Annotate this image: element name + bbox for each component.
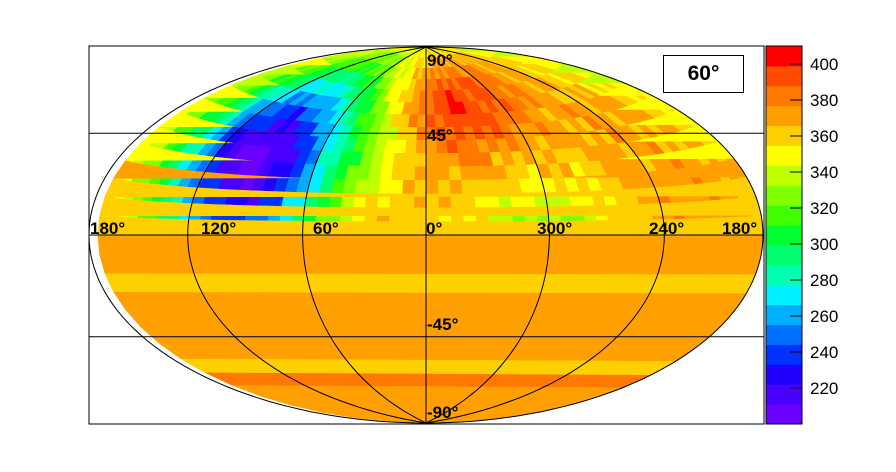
- colorbar-swatch: [766, 304, 802, 326]
- longitude-label: 180°: [90, 219, 125, 238]
- heatmap-cell: [425, 78, 433, 91]
- heatmap-cell: [425, 89, 434, 103]
- colorbar-tick-label: 320: [810, 199, 838, 218]
- colorbar-tick-label: 340: [810, 163, 838, 182]
- heatmap-cell: [179, 358, 678, 376]
- heatmap-cell: [401, 179, 415, 194]
- colorbar-swatch: [766, 324, 802, 345]
- colorbar-swatch: [766, 145, 802, 166]
- energy-threshold-label: 60°: [663, 55, 744, 93]
- colorbar-tick-label: 260: [810, 307, 838, 326]
- heatmap-cell: [389, 179, 404, 194]
- map-labels: 180° 120° 60° 0° 300° 240° 180° 90° 45° -45° -90°: [90, 51, 757, 422]
- heatmap-cell: [417, 101, 427, 115]
- colorbar-swatch: [766, 165, 802, 186]
- colorbar-swatch: [766, 244, 802, 266]
- heatmap-cell: [415, 139, 427, 154]
- heatmap-cell: [483, 178, 499, 194]
- heatmap-cell: [158, 342, 700, 362]
- colorbar: 220 240 260 280 300 320 340 360 380 400: [765, 45, 838, 425]
- heatmap-cell: [470, 165, 485, 180]
- colorbar-swatch: [766, 225, 802, 246]
- latitude-label: -90°: [427, 403, 459, 422]
- heatmap-cell: [437, 179, 451, 194]
- colorbar-swatch: [766, 125, 802, 146]
- heatmap-cell: [113, 291, 748, 312]
- heatmap-cell: [446, 152, 460, 167]
- heatmap-cells: [97, 46, 764, 424]
- heatmap-cell: [413, 165, 427, 180]
- longitude-label: 300°: [537, 219, 572, 238]
- colorbar-swatch: [766, 364, 802, 385]
- colorbar-swatch: [766, 105, 802, 127]
- colorbar-tick-label: 300: [810, 235, 838, 254]
- heatmap-cell: [436, 152, 449, 167]
- latitude-label: 90°: [427, 51, 453, 70]
- heatmap-cell: [377, 179, 392, 194]
- heatmap-cell: [403, 152, 416, 167]
- heatmap-cell: [436, 165, 450, 181]
- colorbar-swatch: [766, 205, 802, 226]
- heatmap-cell: [404, 139, 417, 154]
- grid-lines: [88, 46, 764, 424]
- heatmap-cell: [104, 272, 757, 294]
- longitude-label: 0°: [426, 219, 442, 238]
- colorbar-tick-label: 220: [810, 379, 838, 398]
- heatmap-cell: [448, 179, 463, 194]
- heatmap-cell: [413, 179, 427, 194]
- longitude-label: 240°: [649, 219, 684, 238]
- heatmap-cell: [433, 113, 445, 128]
- heatmap-cell: [390, 165, 404, 180]
- longitude-label: 120°: [201, 219, 236, 238]
- colorbar-tick-label: 240: [810, 343, 838, 362]
- heatmap-cell: [425, 179, 439, 194]
- colorbar-swatch: [766, 185, 802, 206]
- colorbar-tick-label: 380: [810, 91, 838, 110]
- colorbar-swatch: [766, 264, 802, 286]
- colorbar-swatch: [766, 284, 802, 306]
- longitude-label: 180°: [722, 219, 757, 238]
- heatmap-cell: [392, 152, 406, 167]
- heatmap-cell: [459, 165, 473, 180]
- heatmap-cell: [472, 178, 487, 194]
- heatmap-cell: [457, 152, 471, 167]
- colorbar-swatch: [766, 65, 802, 87]
- latitude-label: 45°: [427, 126, 453, 145]
- colorbar-swatch: [766, 384, 802, 405]
- heatmap-cell: [414, 152, 427, 167]
- colorbar-tick-label: 280: [810, 271, 838, 290]
- heatmap-cell: [365, 178, 380, 194]
- colorbar-frame: [765, 45, 803, 425]
- longitude-label: 60°: [313, 219, 339, 238]
- heatmap-cell: [379, 165, 393, 180]
- heatmap-cell: [425, 152, 438, 167]
- heatmap-cell: [416, 114, 427, 128]
- colorbar-swatch: [766, 85, 802, 107]
- heatmap-cell: [460, 179, 475, 194]
- colorbar-swatch: [766, 344, 802, 365]
- colorbar-tick-label: 360: [810, 127, 838, 146]
- heatmap-cell: [425, 165, 439, 180]
- latitude-label: -45°: [427, 315, 459, 334]
- heatmap-cell: [402, 165, 416, 181]
- heatmap-cell: [425, 114, 436, 128]
- heatmap-cell: [425, 101, 435, 115]
- heatmap-cell: [448, 165, 462, 180]
- colorbar-tick-label: 400: [810, 55, 838, 74]
- colorbar-swatch: [766, 46, 802, 67]
- colorbar-swatch: [766, 404, 802, 425]
